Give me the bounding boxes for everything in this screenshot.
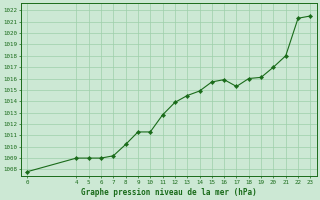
X-axis label: Graphe pression niveau de la mer (hPa): Graphe pression niveau de la mer (hPa): [81, 188, 257, 197]
